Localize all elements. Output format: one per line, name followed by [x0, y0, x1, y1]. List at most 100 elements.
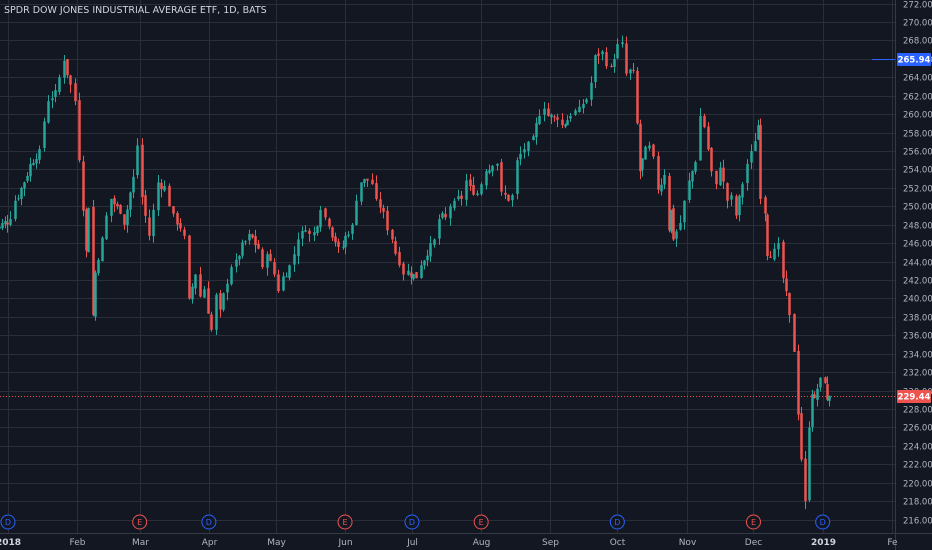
candle-body-down[interactable] — [402, 263, 405, 275]
candle-body-up[interactable] — [811, 394, 814, 428]
candle-body-up[interactable] — [519, 153, 522, 160]
candle-body-down[interactable] — [726, 183, 729, 201]
candle-body-up[interactable] — [527, 141, 530, 151]
candle-body-up[interactable] — [347, 234, 350, 236]
candle-body-down[interactable] — [334, 236, 337, 243]
candle-body-up[interactable] — [476, 193, 479, 195]
candle-body-up[interactable] — [777, 243, 780, 250]
candle-body-down[interactable] — [504, 192, 507, 195]
candle-body-up[interactable] — [641, 158, 644, 170]
candle-body-down[interactable] — [66, 59, 69, 76]
candle-body-up[interactable] — [574, 110, 577, 115]
candle-body-up[interactable] — [488, 170, 491, 173]
candle-body-down[interactable] — [92, 206, 95, 316]
candle-body-up[interactable] — [412, 274, 415, 280]
candle-body-up[interactable] — [136, 145, 139, 176]
candle-body-down[interactable] — [257, 243, 260, 249]
candle-body-up[interactable] — [754, 141, 757, 151]
candle-body-up[interactable] — [126, 209, 129, 226]
candle-body-up[interactable] — [344, 235, 347, 248]
candle-body-down[interactable] — [141, 144, 144, 198]
candle-body-down[interactable] — [715, 170, 718, 185]
candle-body-up[interactable] — [152, 209, 155, 237]
candle-body-up[interactable] — [4, 220, 7, 225]
candle-body-down[interactable] — [668, 175, 671, 231]
candle-body-up[interactable] — [566, 120, 569, 126]
candle-body-down[interactable] — [657, 156, 660, 190]
candle-body-up[interactable] — [351, 224, 354, 234]
candle-body-up[interactable] — [238, 256, 241, 260]
candle-body-down[interactable] — [371, 179, 374, 185]
candle-body-down[interactable] — [788, 292, 791, 316]
candle-body-up[interactable] — [301, 231, 304, 239]
candle-body-up[interactable] — [157, 182, 160, 211]
candle-body-up[interactable] — [215, 294, 218, 330]
candle-body-down[interactable] — [632, 69, 635, 71]
candle-body-down[interactable] — [672, 208, 675, 240]
candle-body-down[interactable] — [179, 223, 182, 229]
candle-body-down[interactable] — [797, 350, 800, 415]
candle-body-down[interactable] — [337, 241, 340, 247]
candle-body-down[interactable] — [74, 83, 77, 102]
candle-body-down[interactable] — [85, 209, 88, 251]
candle-body-down[interactable] — [148, 217, 151, 236]
candle-body-down[interactable] — [172, 206, 175, 214]
candle-body-down[interactable] — [219, 293, 222, 310]
candle-body-up[interactable] — [601, 51, 604, 55]
candle-body-down[interactable] — [398, 251, 401, 266]
candle-body-up[interactable] — [441, 213, 444, 218]
candle-body-down[interactable] — [176, 213, 179, 225]
candle-body-down[interactable] — [507, 194, 510, 201]
candle-body-up[interactable] — [342, 246, 345, 248]
candle-body-up[interactable] — [746, 163, 749, 184]
candle-body-up[interactable] — [14, 200, 17, 220]
candle-body-down[interactable] — [6, 222, 9, 225]
candle-body-up[interactable] — [578, 106, 581, 113]
candle-body-down[interactable] — [144, 195, 147, 216]
candle-body-down[interactable] — [277, 274, 280, 292]
candle-body-up[interactable] — [1, 222, 4, 229]
candle-body-down[interactable] — [308, 230, 311, 234]
candle-body-down[interactable] — [366, 178, 369, 181]
candle-body-down[interactable] — [547, 108, 550, 116]
candle-body-down[interactable] — [826, 384, 829, 400]
dividend-marker[interactable] — [0, 514, 16, 530]
candle-body-down[interactable] — [707, 126, 710, 150]
candle-body-up[interactable] — [363, 178, 366, 184]
candle-body-up[interactable] — [457, 196, 460, 199]
candle-body-up[interactable] — [429, 243, 432, 257]
candle-body-up[interactable] — [297, 239, 300, 257]
candle-body-up[interactable] — [423, 260, 426, 266]
candle-body-up[interactable] — [828, 395, 831, 401]
candle-body-up[interactable] — [663, 174, 666, 185]
candle-body-down[interactable] — [207, 288, 210, 314]
candle-body-up[interactable] — [808, 427, 811, 501]
candle-body-down[interactable] — [597, 53, 600, 56]
candle-body-down[interactable] — [785, 278, 788, 292]
candle-body-down[interactable] — [625, 43, 628, 74]
candle-body-up[interactable] — [244, 241, 247, 243]
candle-body-up[interactable] — [163, 186, 166, 191]
candle-body-up[interactable] — [523, 149, 526, 153]
candle-body-up[interactable] — [203, 289, 206, 298]
candle-body-up[interactable] — [266, 254, 269, 268]
candle-body-up[interactable] — [97, 259, 100, 274]
candle-body-up[interactable] — [23, 182, 26, 189]
candle-body-down[interactable] — [415, 272, 418, 279]
candle-body-up[interactable] — [485, 171, 488, 186]
candle-body-down[interactable] — [324, 208, 327, 218]
candle-body-up[interactable] — [594, 55, 597, 83]
candle-body-up[interactable] — [191, 286, 194, 300]
candle-body-up[interactable] — [496, 163, 499, 166]
candle-body-down[interactable] — [188, 235, 191, 299]
candle-body-down[interactable] — [82, 161, 85, 211]
candle-body-down[interactable] — [210, 314, 213, 330]
candle-body-up[interactable] — [694, 162, 697, 172]
candle-body-up[interactable] — [465, 180, 468, 200]
candle-body-up[interactable] — [316, 226, 319, 234]
candle-body-up[interactable] — [741, 184, 744, 198]
candle-body-up[interactable] — [51, 98, 54, 101]
candle-body-down[interactable] — [610, 65, 613, 67]
candle-body-up[interactable] — [360, 182, 363, 202]
